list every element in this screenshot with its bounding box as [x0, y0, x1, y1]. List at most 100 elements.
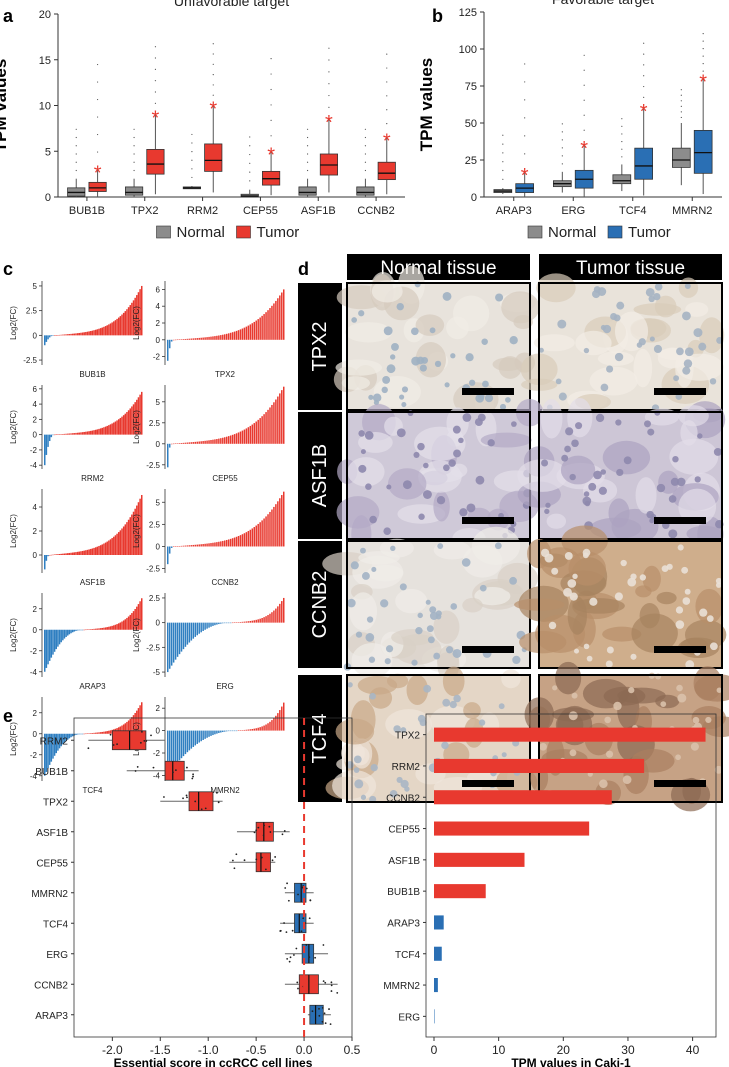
bar	[170, 546, 173, 548]
bar	[55, 629, 58, 650]
data-point	[330, 990, 333, 992]
bar	[134, 712, 136, 734]
cell-nucleus	[462, 413, 472, 422]
bar	[90, 430, 92, 435]
data-point	[295, 947, 298, 950]
gene-label: ASF1B	[80, 578, 105, 587]
bar	[99, 628, 102, 630]
cell-nucleus	[450, 353, 456, 359]
cell-nucleus	[713, 447, 722, 456]
data-point	[328, 1008, 330, 1010]
outlier-point	[212, 43, 214, 45]
bar	[198, 441, 200, 444]
column-label: Normal tissue	[380, 258, 496, 279]
outlier-point	[133, 128, 135, 130]
bar	[174, 339, 177, 341]
bar	[113, 536, 115, 555]
outlier-point	[680, 100, 682, 102]
x-tick-label: BUB1B	[69, 205, 105, 217]
bar	[134, 608, 136, 630]
bar	[55, 554, 58, 555]
y-tick-label: 125	[459, 7, 477, 19]
bar	[225, 539, 228, 547]
panel-letter-c: c	[3, 259, 13, 279]
bar	[122, 312, 125, 336]
tissue-image	[325, 666, 544, 803]
bar	[239, 621, 242, 623]
bar	[196, 544, 198, 547]
column-label-bg	[539, 254, 722, 280]
cell-nucleus	[593, 470, 602, 480]
bar	[98, 732, 100, 734]
bar	[55, 733, 58, 754]
data-point	[324, 981, 327, 984]
cell-nucleus	[370, 763, 378, 772]
bar	[76, 333, 79, 336]
bar	[273, 610, 275, 623]
cell-nucleus	[401, 402, 407, 408]
bar	[113, 321, 115, 336]
bar	[124, 311, 127, 336]
bar	[241, 730, 244, 731]
tissue-image	[322, 526, 539, 683]
data-point	[286, 957, 289, 960]
bar	[47, 555, 49, 557]
cell-nucleus	[692, 716, 700, 724]
tissue-blob	[336, 496, 380, 529]
cell-nucleus	[365, 483, 372, 490]
data-point	[291, 929, 294, 932]
y-tick-label: 0	[33, 431, 38, 440]
bar	[111, 538, 113, 555]
cell-nucleus	[705, 716, 712, 724]
y-axis-label: Log2(FC)	[132, 306, 141, 340]
cell-nucleus	[452, 425, 461, 434]
bar	[44, 733, 46, 776]
bar	[127, 410, 130, 435]
bar	[137, 397, 140, 435]
bar	[247, 427, 250, 444]
bar	[58, 629, 61, 645]
bar	[174, 546, 177, 547]
bar	[63, 629, 66, 639]
outlier-point	[364, 136, 367, 139]
outlier-point	[702, 40, 704, 42]
data-point	[257, 826, 260, 829]
bar	[168, 622, 171, 669]
y-axis-label: Log2(FC)	[9, 618, 18, 652]
cell-nucleus	[545, 502, 551, 508]
bar	[83, 431, 85, 435]
bar	[202, 441, 204, 444]
bar	[204, 730, 206, 739]
bar	[85, 550, 87, 555]
bar	[103, 543, 105, 555]
outlier-point	[524, 81, 526, 83]
bar	[257, 319, 259, 340]
outlier-point	[270, 135, 272, 137]
y-tick-label: 25	[465, 155, 477, 167]
bar	[57, 629, 59, 647]
bar	[190, 545, 193, 547]
bar	[117, 623, 120, 630]
bar	[81, 332, 84, 336]
bar	[168, 339, 171, 349]
bar	[196, 338, 198, 340]
bar	[208, 730, 210, 737]
bar	[127, 519, 130, 555]
bar	[271, 720, 273, 731]
tissue-border	[538, 540, 723, 669]
data-point	[322, 944, 325, 946]
y-tick-label: CEP55	[36, 858, 68, 869]
tissue-blob	[415, 314, 445, 336]
bar	[73, 552, 76, 555]
tissue-blob	[462, 597, 483, 613]
outlier-point	[621, 156, 623, 158]
cell-nucleus	[681, 566, 689, 574]
data-point	[321, 1006, 324, 1009]
y-tick-label: MMRN2	[383, 981, 420, 992]
data-point	[287, 899, 290, 902]
cell-nucleus	[474, 418, 483, 427]
waterfall-ASF1B: 0 2 4 Log2(FC) ASF1B	[9, 489, 143, 587]
bar	[131, 613, 133, 630]
cell-nucleus	[614, 352, 624, 362]
bar	[200, 730, 202, 742]
